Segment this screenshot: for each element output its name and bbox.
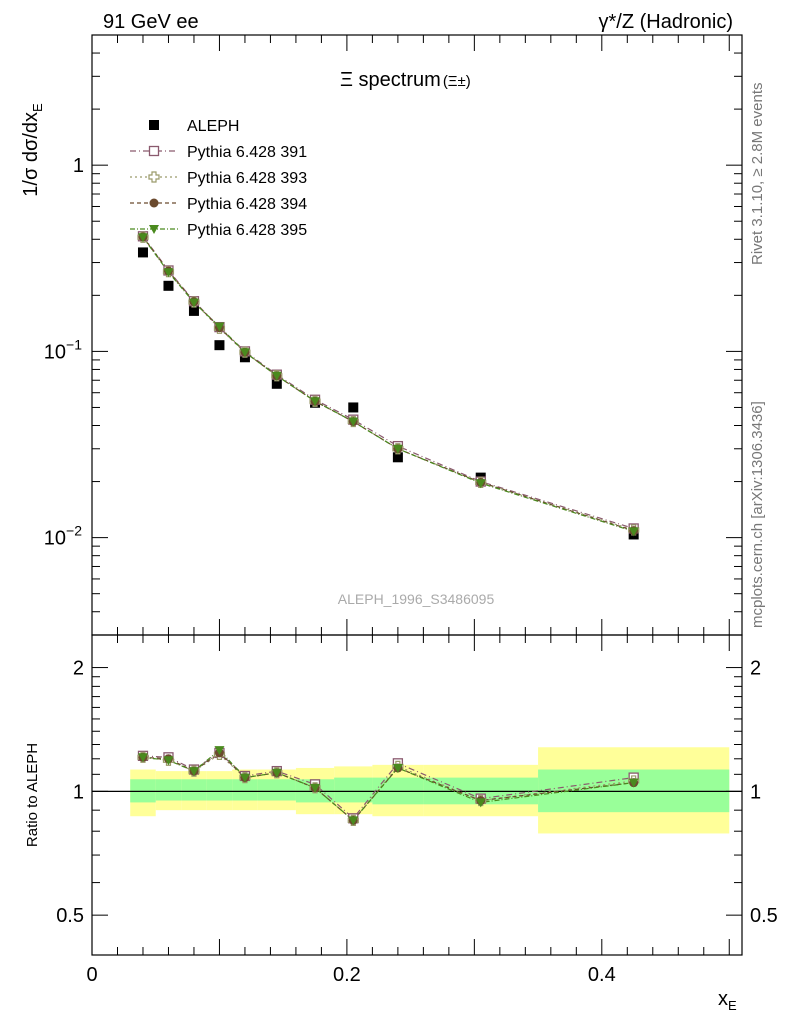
point-s395 <box>239 348 250 358</box>
ratio-y-tick-label: 0.5 <box>56 905 84 927</box>
point-s395 <box>137 233 148 243</box>
x-axis-label: xE <box>718 988 737 1013</box>
legend-label-data: ALEPH <box>187 118 239 135</box>
mcplots-label: mcplots.cern.ch [arXiv:1306.3436] <box>749 401 766 628</box>
series-line-s393 <box>142 236 634 531</box>
ratio-point-s395 <box>137 753 148 763</box>
ratio-point-s395 <box>214 746 225 756</box>
ratio-point-s395 <box>628 778 639 788</box>
point-data <box>271 378 282 389</box>
legend-label-s395: Pythia 6.428 395 <box>187 222 307 239</box>
ratio-point-s395 <box>239 773 250 783</box>
point-s395 <box>348 417 359 427</box>
ratio-line-s391 <box>142 752 634 820</box>
legend-label-s391: Pythia 6.428 391 <box>187 144 307 161</box>
point-data <box>348 402 359 413</box>
ratio-y-tick-label-right: 2 <box>750 658 761 680</box>
chart-title: Ξ spectrum (Ξ±) <box>340 69 471 91</box>
series-line-s391 <box>142 235 634 530</box>
point-s395 <box>475 479 486 489</box>
uncertainty-band-inner <box>334 777 373 803</box>
point-s395 <box>310 397 321 407</box>
ratio-point-s395 <box>188 767 199 777</box>
point-s395 <box>271 371 282 381</box>
point-data <box>163 280 174 291</box>
point-s395 <box>188 298 199 308</box>
ratio-y-tick-label: 1 <box>73 781 84 803</box>
x-tick-label: 0.2 <box>333 964 361 986</box>
uncertainty-band-inner <box>206 779 233 801</box>
point-data <box>188 305 199 316</box>
ratio-y-tick-label-right: 1 <box>750 781 761 803</box>
main-panel: 1 10−1 10−2 1/σ dσ/dxE Ξ spectrum (Ξ±) ALEP… <box>20 34 743 636</box>
main-y-tick-label: 10−1 <box>44 336 82 363</box>
uncertainty-band-inner <box>257 779 296 801</box>
series-line-s394 <box>142 236 634 532</box>
ratio-point-s395 <box>348 816 359 826</box>
ratio-point-s395 <box>163 756 174 766</box>
legend-label-s393: Pythia 6.428 393 <box>187 170 307 187</box>
header-process: γ*/Z (Hadronic) <box>599 11 733 33</box>
ratio-point-s395 <box>310 783 321 793</box>
main-y-tick-label: 10−2 <box>44 523 82 550</box>
main-y-axis-label-text: 1/σ dσ/dxE <box>20 103 45 197</box>
legend-marker-s393 <box>148 171 160 183</box>
ratio-y-axis-label: Ratio to ALEPH <box>24 743 41 847</box>
x-axis: 0 0.2 0.4 <box>86 635 730 986</box>
analysis-watermark: ALEPH_1996_S3486095 <box>338 591 495 607</box>
point-data <box>137 247 148 258</box>
point-s395 <box>163 268 174 278</box>
legend-marker-s394 <box>149 198 159 208</box>
legend: ALEPH Pythia 6.428 391 Pythia 6.428 393 Pyt… <box>130 118 307 239</box>
ratio-panel: 2 2 1 1 0.5 0.5 0 0.2 0.4 Ratio to ALEPH xE <box>24 634 778 1013</box>
ratio-y-tick-label-right: 0.5 <box>750 905 778 927</box>
ratio-point-s395 <box>475 798 486 808</box>
point-s395 <box>392 444 403 454</box>
point-data <box>214 340 225 351</box>
uncertainty-band-inner <box>232 779 258 801</box>
uncertainty-band-inner <box>181 779 207 801</box>
legend-marker-s395 <box>149 225 159 234</box>
legend-marker-data <box>149 120 159 130</box>
series-line-s395 <box>142 236 634 532</box>
ratio-plot-area <box>92 746 742 834</box>
header-energy: 91 GeV ee <box>103 11 199 33</box>
ratio-frame <box>91 634 743 956</box>
ratio-point-s395 <box>271 768 282 778</box>
main-plot-area <box>137 231 640 540</box>
main-y-axis-label: 1/σ dσ/dxE <box>20 103 45 197</box>
legend-marker-s391 <box>148 145 160 157</box>
rivet-label: Rivet 3.1.10, ≥ 2.8M events <box>749 83 766 266</box>
main-y-tick-label: 1 <box>73 155 84 177</box>
ratio-line-s395 <box>142 749 634 822</box>
x-tick-label: 0.4 <box>588 964 616 986</box>
legend-label-s394: Pythia 6.428 394 <box>187 196 307 213</box>
ratio-y-axis: 2 2 1 1 0.5 0.5 <box>56 658 778 956</box>
point-data <box>392 452 403 463</box>
ratio-y-tick-label: 2 <box>73 658 84 680</box>
point-s395 <box>214 322 225 332</box>
uncertainty-band-inner <box>155 779 182 801</box>
point-s395 <box>628 527 639 537</box>
x-tick-label: 0 <box>86 964 97 986</box>
ratio-point-s395 <box>392 763 403 773</box>
main-y-axis: 1 10−1 10−2 <box>44 34 742 636</box>
